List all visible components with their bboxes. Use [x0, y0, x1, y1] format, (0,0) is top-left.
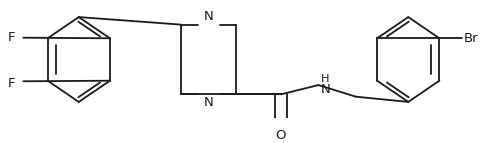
Text: N: N — [203, 96, 213, 109]
Text: Br: Br — [463, 32, 478, 45]
Text: N: N — [320, 83, 330, 96]
Text: H: H — [320, 75, 329, 85]
Text: O: O — [275, 129, 286, 142]
Text: F: F — [8, 77, 16, 90]
Text: N: N — [203, 10, 213, 23]
Text: F: F — [8, 31, 16, 44]
